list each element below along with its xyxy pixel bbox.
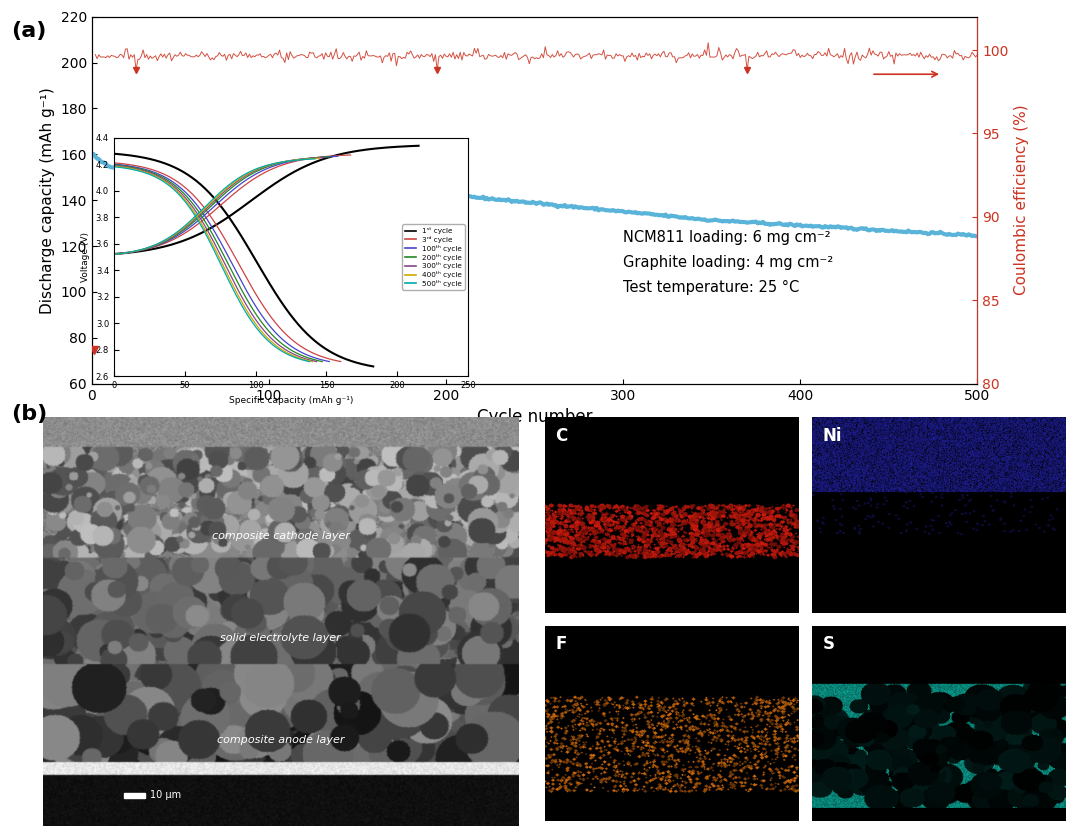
Text: 10 μm: 10 μm [150,790,181,800]
Text: NCM811 loading: 6 mg cm⁻²
Graphite loading: 4 mg cm⁻²
Test temperature: 25 °C: NCM811 loading: 6 mg cm⁻² Graphite loadi… [623,230,834,294]
Bar [124,792,146,798]
Text: solid electrolyte layer: solid electrolyte layer [220,633,341,643]
Text: S: S [822,636,835,653]
Text: (a): (a) [11,21,46,41]
X-axis label: Cycle number: Cycle number [477,408,592,426]
Text: composite anode layer: composite anode layer [217,735,345,745]
Text: C: C [555,427,568,445]
Y-axis label: Discharge capacity (mAh g⁻¹): Discharge capacity (mAh g⁻¹) [40,87,55,314]
Y-axis label: Coulombic efficiency (%): Coulombic efficiency (%) [1014,105,1029,295]
Text: Ni: Ni [822,427,841,445]
Text: (b): (b) [11,404,48,425]
Text: composite cathode layer: composite cathode layer [212,530,350,540]
Text: F: F [555,636,567,653]
